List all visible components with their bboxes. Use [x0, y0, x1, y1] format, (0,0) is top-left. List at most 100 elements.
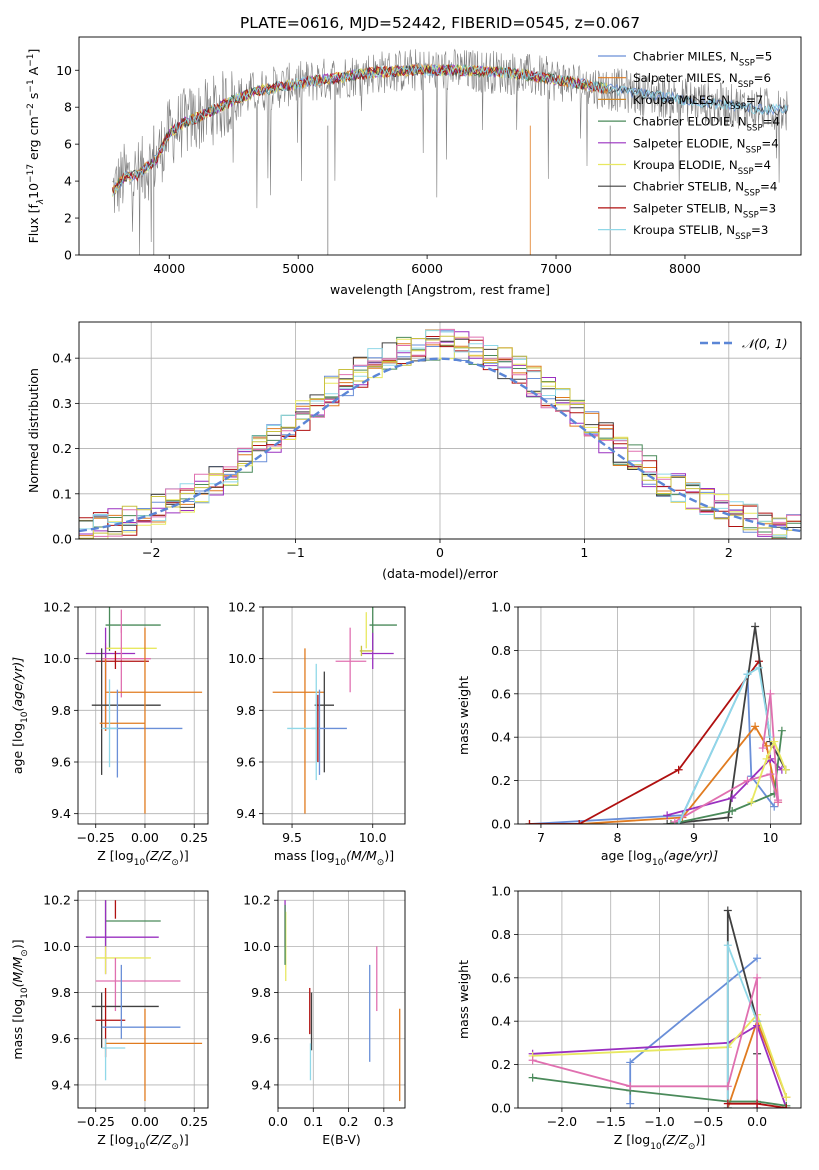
- weight-series-7: [677, 666, 772, 824]
- weight-marker-5-1: [723, 906, 732, 915]
- ytick-label-0: 9.4: [236, 806, 256, 821]
- weight-series-2: [529, 660, 760, 824]
- plot-area-weight_vs_age: [525, 622, 790, 824]
- legend-label-3: Chabrier ELODIE, NSSP=4: [633, 115, 780, 134]
- xtick-label-0: 9.5: [282, 830, 302, 845]
- errorbar-point-8: [105, 1008, 203, 1102]
- x-axis-label-weight_vs_Z: Z [log10(Z/Z⊙)]: [614, 1132, 705, 1152]
- x-axis-label-age_vs_mass: mass [log10(M/M⊙)]: [274, 848, 394, 868]
- errorbar-point-8: [287, 663, 320, 781]
- axes-age_vs_mass: 9.5 10.0 9.4 9.6 9.8 10.0 10.2 mass [log10(M/M⊙…: [228, 600, 406, 868]
- y-axis-label-weight_vs_Z: mass weight: [456, 960, 471, 1039]
- x-axis-label-weight_vs_age: age [log10(age/yr)]: [601, 848, 718, 868]
- y-axis-label-weight_vs_age: mass weight: [456, 676, 471, 755]
- xtick-label-2: 0: [436, 545, 444, 560]
- ytick-label-1: 0.2: [491, 1057, 511, 1072]
- weight-marker-4-0: [528, 1073, 537, 1082]
- plot-area-age_vs_mass: [272, 607, 397, 814]
- axes-weight_vs_age: 7 8 9 10 0.0 0.2 0.4 0.6 0.8 1.0 age [log10(age/yr…: [456, 600, 802, 868]
- weight-marker-2-1: [575, 820, 584, 824]
- ytick-label-2: 9.8: [251, 985, 271, 1000]
- ytick-label-3: 10.0: [43, 651, 71, 666]
- weight-marker-7-1: [626, 1082, 635, 1091]
- weight-series-9: [750, 739, 787, 803]
- weight-marker-4-0: [663, 811, 672, 820]
- ytick-label-3: 10.0: [228, 651, 256, 666]
- ytick-label-3: 0.6: [491, 970, 511, 985]
- figure-title: PLATE=0616, MJD=52442, FIBERID=0545, z=0…: [240, 14, 640, 32]
- legend-normal-label: 𝒩(0, 1): [742, 336, 788, 351]
- errorbar-point-4: [95, 957, 181, 1012]
- ytick-label-3: 0.3: [52, 396, 72, 411]
- ytick-label-1: 9.6: [51, 755, 71, 770]
- ytick-label-5: 10: [56, 63, 72, 78]
- y-axis-label-mass_vs_Z: mass [log10(M/M⊙)]: [10, 939, 30, 1059]
- weight-marker-7-2: [754, 663, 763, 672]
- errorbar-point-0: [104, 900, 161, 947]
- ytick-label-2: 0.4: [491, 730, 511, 745]
- errorbar-point-9: [101, 1038, 126, 1081]
- ytick-label-4: 10.2: [228, 600, 256, 615]
- weight-series-6: [674, 772, 779, 823]
- weight-marker-3-3: [782, 1093, 791, 1102]
- ytick-label-2: 0.4: [491, 1014, 511, 1029]
- x-axis-label-mass_vs_ebv: E(B-V): [322, 1132, 361, 1147]
- xtick-label-2: 0.25: [180, 1114, 208, 1129]
- xtick-label-0: −0.25: [77, 1114, 115, 1129]
- plot-area-mass_vs_ebv: [284, 900, 401, 1102]
- xtick-label-0: −2.0: [547, 1114, 577, 1129]
- legend-label-7: Salpeter STELIB, NSSP=3: [633, 201, 776, 220]
- y-axis-label-spectrum: Flux [fλ10−17 erg cm−2 s−1 A−1]: [26, 49, 46, 244]
- ytick-label-2: 9.8: [236, 703, 256, 718]
- weight-marker-0-1: [626, 1058, 635, 1067]
- axes-age_vs_Z: −0.25 0.00 0.25 9.4 9.6 9.8 10.0 10.2 Z [log10(Z…: [10, 600, 209, 868]
- xtick-label-1: −1: [286, 545, 304, 560]
- errorbar-point-4: [101, 627, 151, 698]
- weight-marker-1-3: [751, 722, 760, 731]
- axes-residuals: −2 −1 0 1 2 0.0 0.1 0.2 0.3 0.4 𝒩(0, 1) (data-model…: [26, 321, 802, 581]
- xtick-label-1: 0.00: [131, 1114, 159, 1129]
- xtick-label-0: −2: [142, 545, 160, 560]
- normal-curve: [79, 357, 801, 533]
- ytick-label-5: 1.0: [491, 600, 511, 615]
- ytick-label-4: 10.2: [43, 893, 71, 908]
- weight-marker-9-0: [747, 798, 756, 807]
- frame-weight_vs_age: [517, 606, 802, 825]
- weight-marker-8-0: [723, 1099, 732, 1108]
- ytick-label-4: 10.2: [243, 893, 271, 908]
- ytick-label-1: 2: [64, 211, 72, 226]
- xtick-label-2: 9: [690, 830, 698, 845]
- weight-marker-8-1: [753, 1099, 762, 1108]
- axes-mass_vs_ebv: 0.0 0.1 0.2 0.3 9.4 9.6 9.8 10.0 10.2 E(B-V): [243, 890, 406, 1147]
- legend-label-0: Chabrier MILES, NSSP=5: [633, 50, 772, 69]
- plot-area-weight_vs_Z: [528, 906, 791, 1108]
- ytick-label-0: 0.0: [491, 817, 511, 832]
- weight-marker-5-3: [777, 726, 786, 735]
- ytick-label-4: 0.8: [491, 927, 511, 942]
- errorbar-point-2: [104, 643, 157, 659]
- plot-area-residuals: [79, 328, 801, 539]
- errorbar-point-0: [105, 607, 161, 651]
- axes-mass_vs_Z: −0.25 0.00 0.25 9.4 9.6 9.8 10.0 10.2 Z [log10(Z…: [10, 890, 209, 1152]
- xtick-label-1: 0.1: [303, 1114, 323, 1129]
- weight-marker-3-0: [663, 820, 672, 824]
- weight-marker-7-3: [753, 973, 762, 982]
- legend-label-8: Kroupa STELIB, NSSP=3: [633, 223, 768, 242]
- ytick-label-0: 0.0: [491, 1101, 511, 1116]
- legend-label-2: Kroupa MILES, NSSP=7: [633, 93, 763, 112]
- xtick-label-2: 0.25: [180, 830, 208, 845]
- xtick-label-4: 0.0: [747, 1114, 767, 1129]
- errorbar-point-7: [91, 648, 161, 775]
- errorbar-point-5: [95, 650, 149, 669]
- weight-marker-2-2: [674, 765, 683, 774]
- errorbar-point-9: [99, 627, 146, 814]
- xtick-label-2: 0.2: [339, 1114, 359, 1129]
- ytick-label-0: 9.4: [51, 1077, 71, 1092]
- ytick-label-1: 9.6: [236, 755, 256, 770]
- ytick-label-1: 9.6: [51, 1031, 71, 1046]
- frame-residuals: [78, 321, 802, 540]
- errorbar-point-3: [359, 645, 373, 657]
- weight-marker-6-1: [723, 941, 732, 950]
- weight-marker-8-2: [774, 796, 783, 805]
